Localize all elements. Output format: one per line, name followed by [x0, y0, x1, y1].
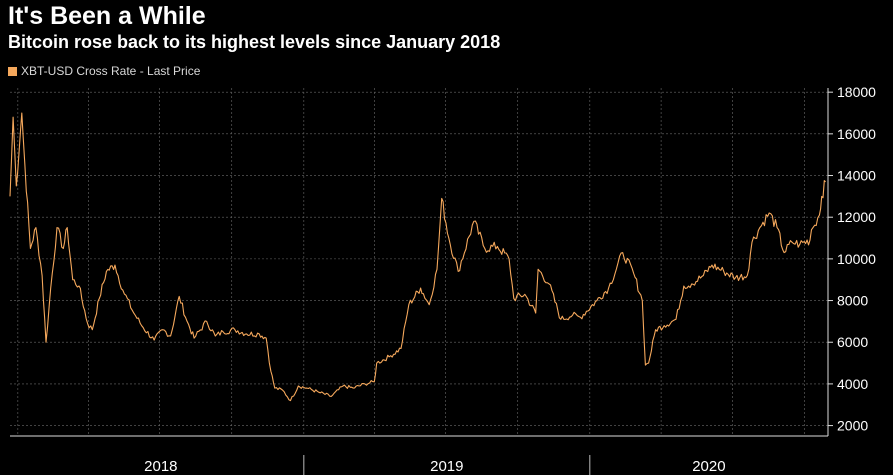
x-tick-label: 2019 [430, 458, 463, 475]
series-line [9, 112, 826, 402]
legend: XBT-USD Cross Rate - Last Price [8, 64, 200, 78]
chart-title: It's Been a While [8, 2, 206, 30]
y-tick-label: 12000 [837, 209, 876, 225]
legend-label: XBT-USD Cross Rate - Last Price [21, 64, 201, 78]
y-tick-label: 18000 [837, 84, 876, 100]
y-tick-label: 10000 [837, 251, 876, 267]
x-tick-label: 2018 [144, 458, 177, 475]
chart-subtitle: Bitcoin rose back to its highest levels … [8, 32, 501, 52]
x-tick-label: 2020 [692, 458, 725, 475]
y-tick-label: 4000 [837, 376, 868, 392]
axes: 2000 4000 6000 8000 10000 12000 14000 16000 1800… [10, 84, 876, 475]
y-tick-label: 8000 [837, 293, 868, 309]
grid [10, 88, 828, 436]
legend-swatch [8, 66, 17, 76]
y-tick-label: 6000 [837, 334, 868, 350]
y-tick-label: 2000 [837, 418, 868, 434]
series-layer [9, 112, 826, 402]
y-tick-label: 14000 [837, 168, 876, 184]
y-tick-label: 16000 [837, 126, 876, 142]
